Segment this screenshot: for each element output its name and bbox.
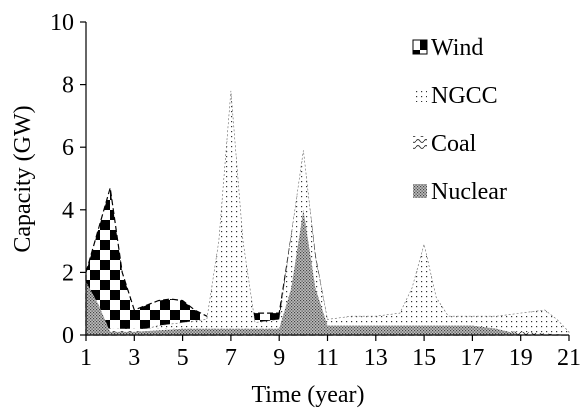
legend-label-nuclear: Nuclear [431,179,507,205]
x-tick-label: 1 [80,345,92,371]
legend-label-ngcc: NGCC [431,83,498,109]
x-tick-label: 11 [316,345,339,371]
x-tick-label: 3 [128,345,140,371]
x-axis-title: Time (year) [251,382,364,408]
x-tick-label: 19 [509,345,533,371]
x-tick-label: 13 [364,345,388,371]
y-tick-label: 10 [50,10,74,36]
series-area-wind [85,159,570,336]
x-tick-label: 17 [460,345,484,371]
y-tick-label: 6 [62,135,74,161]
x-tick-label: 7 [225,345,237,371]
x-tick-label: 5 [177,345,189,371]
y-axis-title: Capacity (GW) [10,105,36,252]
x-tick-label: 21 [557,345,581,371]
y-tick-label: 2 [62,260,74,286]
series-area-ngcc [85,90,570,336]
legend: Wind NGCC Coal Nuclear [412,35,507,205]
legend-label-wind: Wind [431,35,483,61]
legend-swatch-coal [413,136,427,150]
legend-swatch-wind [412,39,428,55]
x-tick-label: 15 [412,345,436,371]
areas-layer [85,90,570,336]
y-tick-label: 8 [62,73,74,99]
x-tick-label: 9 [273,345,285,371]
legend-swatch-ngcc [413,88,427,102]
legend-label-coal: Coal [431,131,477,157]
legend-swatch-nuclear [413,184,427,198]
y-tick-label: 4 [62,198,74,224]
y-tick-label: 0 [62,323,74,349]
